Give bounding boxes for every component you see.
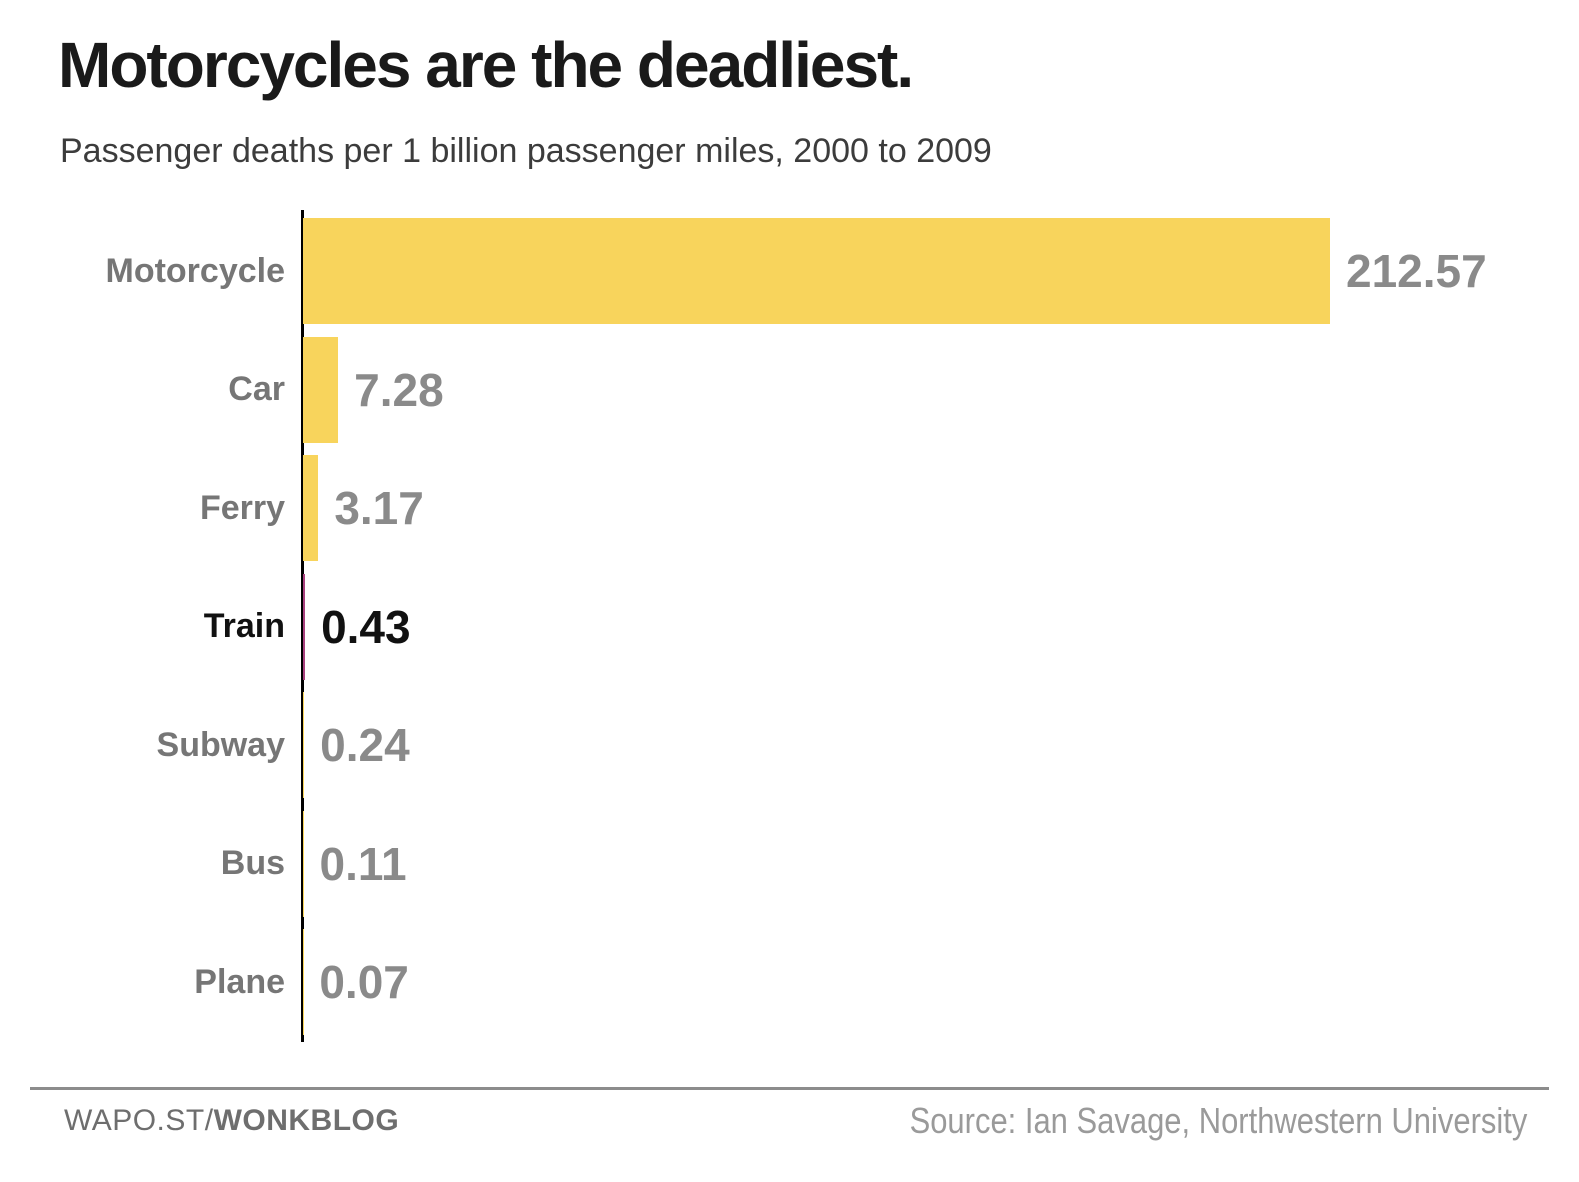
chart-subtitle: Passenger deaths per 1 billion passenger… [60, 132, 992, 170]
bar-area: 7.28 [303, 336, 1579, 443]
value-label: 0.11 [319, 837, 407, 890]
bar-row: Plane 0.07 [0, 923, 1579, 1042]
value-label: 3.17 [334, 482, 424, 535]
value-label: 7.28 [354, 363, 444, 416]
bar-area: 0.11 [303, 810, 1579, 917]
category-label: Bus [220, 844, 285, 883]
bar-row: Subway 0.24 [0, 686, 1579, 805]
category-label: Motorcycle [105, 251, 286, 290]
bar-row: Motorcycle 212.57 [0, 212, 1579, 331]
bar-area: 0.24 [303, 692, 1579, 799]
bar-row: Train 0.43 [0, 568, 1579, 687]
bar-row: Bus 0.11 [0, 805, 1579, 924]
bar-chart: Motorcycle 212.57 Car 7.28 Ferry 3.17 Train 0.4… [0, 210, 1579, 1042]
bar [303, 218, 1330, 325]
footer-brand: WAPO.ST/WONKBLOG [64, 1104, 399, 1138]
footer-divider [30, 1087, 1549, 1090]
footer-brand-bold: WONKBLOG [213, 1104, 400, 1137]
value-label: 0.24 [320, 719, 410, 772]
bar-row: Ferry 3.17 [0, 449, 1579, 568]
chart-title: Motorcycles are the deadliest. [58, 29, 914, 101]
category-label: Ferry [199, 488, 285, 527]
value-label: 0.07 [319, 956, 409, 1009]
footer-brand-prefix: WAPO.ST/ [64, 1104, 214, 1137]
category-label: Car [228, 370, 285, 409]
bar [303, 455, 319, 562]
bar [303, 692, 305, 799]
bar-area: 0.43 [303, 573, 1579, 680]
source-credit: Source: Ian Savage, Northwestern Univers… [909, 1100, 1527, 1141]
bar-area: 3.17 [303, 455, 1579, 562]
bar [303, 810, 304, 917]
bar-area: 0.07 [303, 929, 1579, 1036]
value-label: 0.43 [321, 600, 411, 653]
category-label: Subway [156, 725, 285, 764]
category-label: Plane [194, 962, 285, 1001]
bar-row: Car 7.28 [0, 331, 1579, 450]
bar [303, 336, 339, 443]
value-label: 212.57 [1346, 245, 1487, 298]
category-label: Train [203, 607, 285, 646]
y-axis-line [301, 210, 304, 1042]
bar [303, 573, 306, 680]
bar-area: 212.57 [303, 218, 1579, 325]
